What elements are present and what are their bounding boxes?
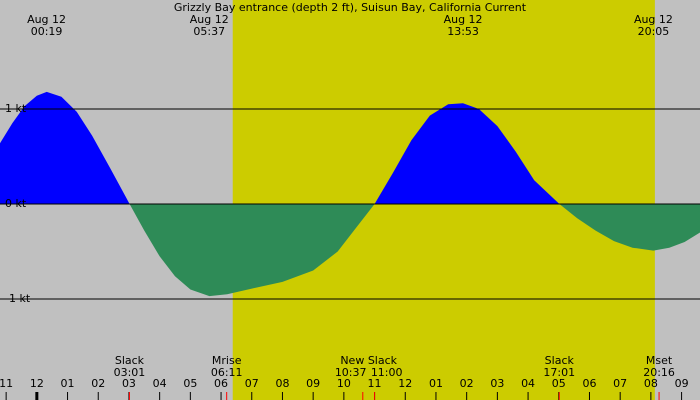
event-label: Slack [115,354,145,367]
x-tick-label: 02 [91,377,105,390]
x-tick-label: 09 [306,377,320,390]
x-tick-label: 02 [460,377,474,390]
x-tick-label: 05 [552,377,566,390]
x-tick-label: 06 [582,377,596,390]
x-tick-label: 09 [675,377,689,390]
x-tick-label: 03 [490,377,504,390]
flood-area [0,91,700,204]
annotation-time: 20:05 [638,25,670,38]
y-tick-label: 0 kt [5,197,27,210]
x-tick-label: 12 [30,377,44,390]
event-time: 20:16 [643,366,675,379]
x-tick-label: 04 [521,377,535,390]
x-tick-label: 07 [613,377,627,390]
chart-title: Grizzly Bay entrance (depth 2 ft), Suisu… [174,1,527,14]
y-tick-label: -1 kt [5,292,31,305]
annotation-time: 13:53 [447,25,479,38]
event-time: 06:11 [211,366,243,379]
annotation-date: Aug 12 [634,13,673,26]
x-tick-label: 11 [368,377,382,390]
x-tick-label: 04 [153,377,167,390]
x-tick-label: 05 [183,377,197,390]
x-tick-label: 01 [61,377,75,390]
x-tick-label: 08 [275,377,289,390]
x-tick-label: 11 [0,377,13,390]
event-label: Slack [545,354,575,367]
x-tick-label: 10 [337,377,351,390]
x-tick-label: 08 [644,377,658,390]
annotation-date: Aug 12 [444,13,483,26]
annotation-time: 05:37 [193,25,225,38]
event-label: Mrise [212,354,242,367]
ebb-area [0,204,700,297]
x-tick-label: 12 [398,377,412,390]
annotation-date: Aug 12 [27,13,66,26]
x-tick-label: 01 [429,377,443,390]
event-time: 11:00 [371,366,403,379]
annotation-date: Aug 12 [190,13,229,26]
y-tick-label: 1 kt [5,102,27,115]
event-label: Mset [646,354,673,367]
event-time: 17:01 [543,366,575,379]
x-tick-label: 03 [122,377,136,390]
annotation-time: 00:19 [31,25,63,38]
event-time: 03:01 [114,366,146,379]
x-tick-label: 06 [214,377,228,390]
event-label: New Slack [340,354,397,367]
event-time: 10:37 [335,366,367,379]
x-tick-label: 07 [245,377,259,390]
